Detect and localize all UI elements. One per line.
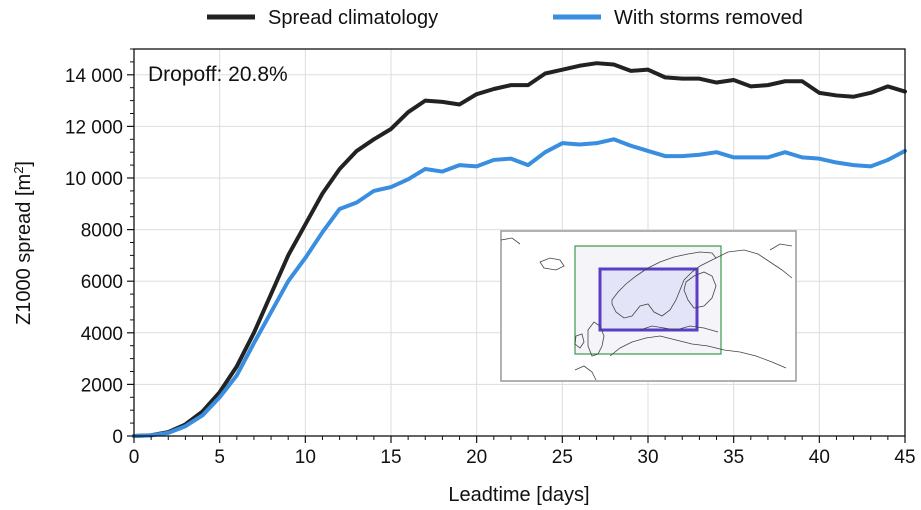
y-tick-label-2: 4000	[81, 324, 123, 345]
x-tick-label-5: 25	[552, 447, 573, 468]
legend-item-storms-removed: With storms removed	[553, 7, 803, 29]
x-tick-label-9: 45	[894, 447, 915, 468]
y-axis-title-sup: 2	[11, 167, 26, 174]
coast-britain	[587, 321, 605, 357]
x-tick-label-3: 15	[380, 447, 401, 468]
legend-label-spread: Spread climatology	[268, 7, 438, 29]
legend-label-storms-removed: With storms removed	[614, 7, 803, 29]
x-tick-label-0: 0	[129, 447, 140, 468]
coast-iceland	[539, 257, 565, 271]
x-axis-title: Leadtime [days]	[448, 484, 589, 506]
series-line-1	[132, 137, 907, 438]
y-tick-label-5: 10 000	[65, 169, 123, 190]
x-tick-label-8: 40	[809, 447, 830, 468]
coast-arctic-east	[769, 243, 793, 251]
x-tick-label-1: 5	[214, 447, 225, 468]
coast-baltic-south	[639, 325, 719, 333]
dropoff-annotation: Dropoff: 20.8%	[148, 63, 288, 86]
inset-coastlines	[500, 237, 793, 381]
x-tick-label-2: 10	[295, 447, 316, 468]
coast-iberia	[574, 365, 597, 381]
coast-greenland	[500, 237, 521, 245]
y-axis-title-main: Z1000 spread [m	[13, 174, 35, 325]
coast-continent	[609, 335, 787, 369]
inset-inner-region	[598, 267, 699, 332]
y-tick-label-6: 12 000	[65, 117, 123, 138]
series-line-0	[132, 61, 907, 438]
x-tick-label-6: 30	[637, 447, 658, 468]
coast-ireland	[574, 333, 585, 349]
inset-map	[500, 230, 797, 382]
x-tick-label-4: 20	[466, 447, 487, 468]
series	[132, 61, 907, 438]
legend: Spread climatology With storms removed	[207, 7, 803, 29]
y-tick-label-0: 0	[112, 427, 123, 448]
y-axis-title: Z1000 spread [m2]	[11, 161, 36, 325]
y-tick-label-4: 8000	[81, 221, 123, 242]
y-tick-label-3: 6000	[81, 272, 123, 293]
coast-scandinavia	[611, 251, 717, 319]
axes: 0 5 10 15 20 25 30 35 40 45 0 2000 4000 6000 8000 10 00…	[65, 48, 916, 468]
x-tick-label-7: 35	[723, 447, 744, 468]
y-tick-label-7: 14 000	[65, 66, 123, 87]
coast-finland	[683, 271, 717, 309]
y-tick-label-1: 2000	[81, 375, 123, 396]
legend-item-spread: Spread climatology	[207, 7, 438, 29]
coast-kola	[715, 249, 793, 279]
y-axis-title-close: ]	[13, 161, 35, 167]
